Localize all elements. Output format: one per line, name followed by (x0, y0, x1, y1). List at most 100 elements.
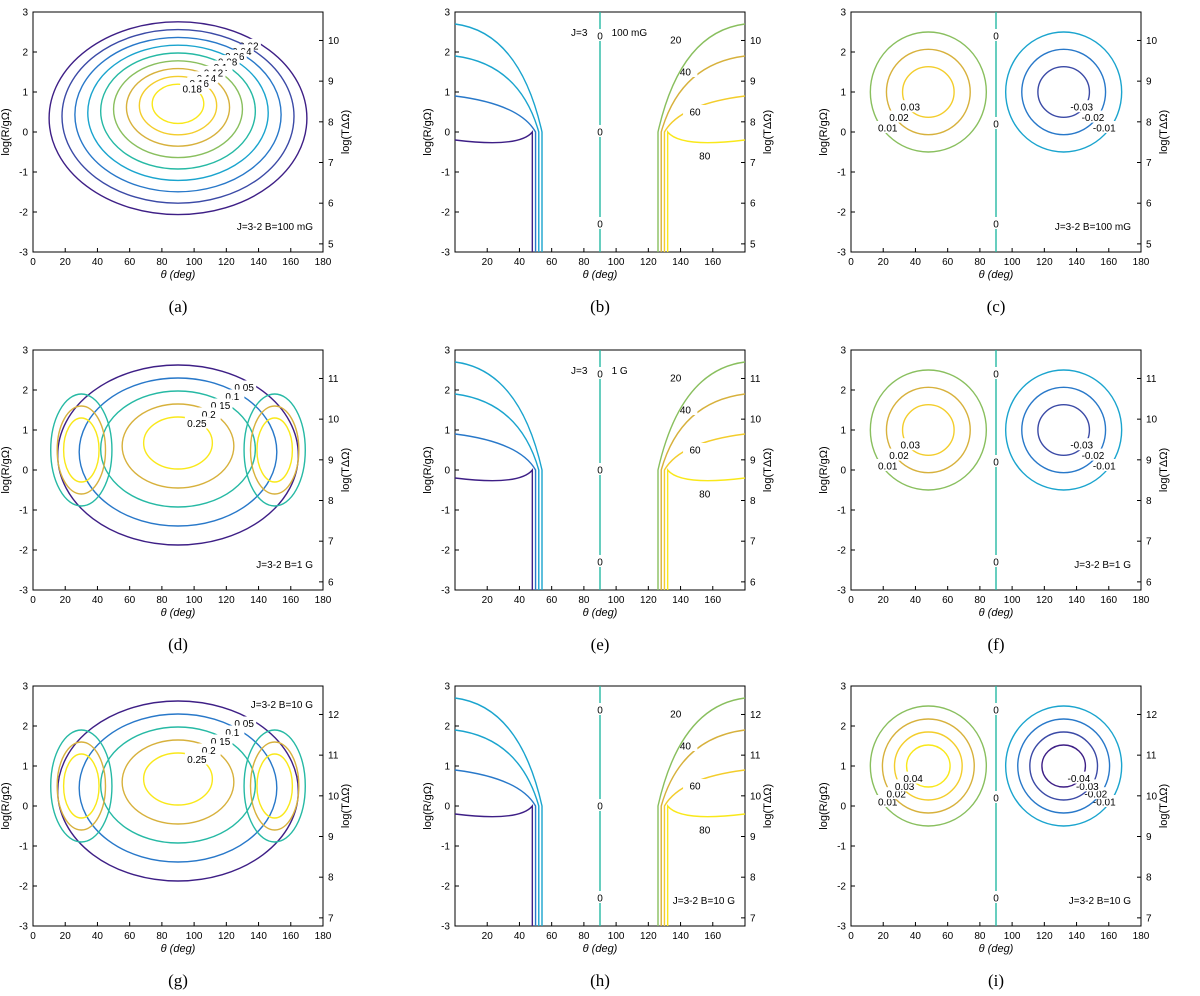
panel-i: 0 20 40 60 80 100 120 140 160 180-3-2-10123789101… (818, 682, 1170, 991)
panel-e: 20 40 60 80 100 120 140 160 -3 -2 -1 0 1 2 3 6 7 8 9 10 11 θ … (422, 346, 774, 655)
y-tick-label: -3 (19, 248, 28, 259)
x-tick-label: 160 (1100, 595, 1117, 606)
right-tick-label: 9 (1146, 832, 1152, 843)
x-tick-label: 180 (1133, 595, 1150, 606)
contour-label: 0.05 (234, 383, 254, 394)
contour-label-zero: 0 (993, 458, 999, 469)
contour-line (78, 377, 278, 527)
x-tick-label: 180 (315, 931, 332, 942)
panel-b: 20 40 60 80 100 120 140 160 -3 -2 -1 0 1 2 3 5 6 7 8 9 10 θ (… (422, 8, 774, 317)
contour-label: 0.18 (182, 85, 202, 96)
y-tick-label: -2 (19, 208, 28, 219)
y-tick-label: 0 (444, 802, 450, 813)
contour-label-bg (984, 891, 1008, 903)
contour-label: 0.25 (187, 419, 207, 430)
contour-line (657, 361, 746, 590)
contour-line (121, 403, 235, 489)
x-tick-label: 20 (482, 595, 494, 606)
panel-caption: (i) (988, 971, 1004, 990)
contour-line (454, 55, 540, 252)
contour-line (666, 130, 746, 252)
contour-set: 000-80-60-40-2080604020 (454, 686, 746, 926)
y-tick-label: 3 (444, 346, 450, 357)
contour-label: -0.03 (1070, 103, 1093, 114)
x-axis-label: θ (deg) (161, 607, 196, 619)
contour-label-zero: 0 (597, 558, 603, 569)
contour-label: -0.01 (1093, 462, 1116, 473)
panel-caption: (c) (987, 297, 1006, 316)
x-tick-label: 120 (1036, 257, 1053, 268)
x-tick-label: 180 (315, 257, 332, 268)
y-tick-label: 3 (22, 346, 28, 357)
y-tick-label: -1 (441, 506, 450, 517)
contour-label-bg (588, 367, 612, 379)
contour-label-bg (673, 739, 698, 751)
x-tick-label: 140 (1068, 595, 1085, 606)
x-tick-label: 180 (315, 595, 332, 606)
contour-label: 0.02 (889, 451, 909, 462)
contour-label-bg (184, 752, 209, 765)
right-tick-label: 6 (750, 577, 756, 588)
y-tick-label: 1 (22, 88, 28, 99)
contour-line-side (243, 393, 306, 507)
contour-line-side (50, 393, 113, 507)
x-tick-label: 80 (156, 257, 168, 268)
y-tick-label: -2 (837, 208, 846, 219)
contour-label-bg (887, 110, 912, 123)
right-tick-label: 9 (1146, 455, 1152, 466)
contour-label-bg (984, 791, 1008, 803)
x-tick-label: 0 (30, 931, 36, 942)
y-tick-label: 2 (840, 48, 846, 59)
contour-label: 80 (699, 490, 711, 501)
contour-label: 0.02 (889, 113, 909, 124)
contour-line (454, 130, 534, 252)
contour-label-bg (1092, 459, 1117, 471)
contour-line-positive (901, 403, 955, 457)
contour-line (74, 36, 282, 193)
contour-label: 0.1 (225, 728, 239, 739)
contour-line (99, 390, 257, 508)
contour-line-positive (901, 65, 955, 119)
y-tick-label: -3 (19, 586, 28, 597)
y-tick-label: 2 (840, 722, 846, 733)
panel-caption: (a) (169, 297, 188, 316)
right-tick-label: 11 (1146, 374, 1157, 385)
x-tick-label: 120 (218, 257, 235, 268)
y-tick-label: -1 (19, 506, 28, 517)
right-tick-label: 11 (328, 374, 339, 385)
contour-label: 0.01 (878, 462, 898, 473)
right-tick-label: 9 (328, 77, 334, 88)
contour-label-bg (588, 125, 612, 137)
right-tick-label: 9 (328, 455, 334, 466)
contour-line-side (56, 405, 107, 495)
contour-label-bg (683, 443, 708, 455)
contour-line-side (249, 741, 300, 831)
x-tick-label: 100 (608, 595, 625, 606)
right-axis-label: log(TΔΩ) (1158, 784, 1170, 828)
contour-line-negative (1037, 65, 1091, 119)
contour-label-bg (984, 367, 1008, 379)
y-tick-label: 0 (22, 466, 28, 477)
x-tick-label: 20 (60, 257, 72, 268)
y-tick-label: -3 (837, 586, 846, 597)
right-tick-label: 10 (750, 36, 762, 47)
x-tick-label: 40 (514, 257, 526, 268)
right-tick-label: 7 (750, 537, 756, 548)
right-tick-label: 6 (750, 199, 756, 210)
x-tick-label: 0 (30, 595, 36, 606)
contour-label-bg (898, 100, 923, 113)
x-tick-label: 20 (878, 595, 890, 606)
y-tick-label: 2 (22, 722, 28, 733)
panel-annotation: J=3-2 B=10 G (673, 896, 735, 907)
right-tick-label: 5 (1146, 239, 1152, 250)
y-tick-label: 1 (840, 88, 846, 99)
contour-line-side (62, 417, 100, 483)
x-tick-label: 140 (672, 595, 689, 606)
contour-label-bg (692, 823, 717, 835)
x-tick-label: 60 (942, 595, 954, 606)
right-tick-label: 12 (328, 710, 340, 721)
contour-line (138, 75, 218, 136)
contour-label-zero: 0 (597, 220, 603, 231)
right-axis-label: log(TΔΩ) (762, 110, 774, 154)
contour-line (454, 361, 543, 590)
